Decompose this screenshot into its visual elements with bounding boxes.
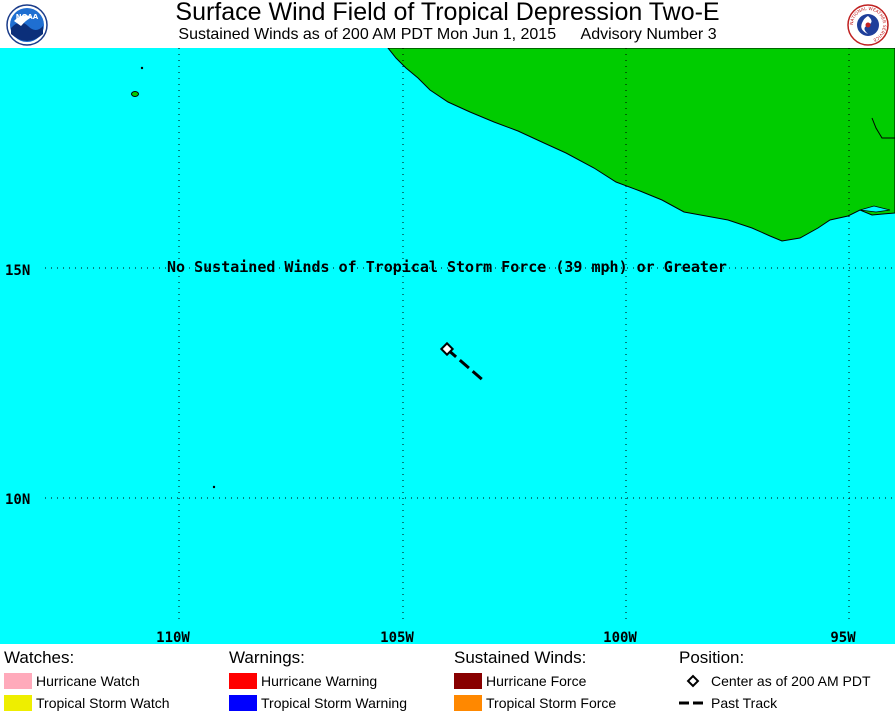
tropical-storm-warning-label: Tropical Storm Warning — [261, 695, 408, 711]
hurricane-watch-swatch — [4, 673, 32, 689]
legend-winds-heading: Sustained Winds: — [454, 648, 587, 667]
no-winds-message: No Sustained Winds of Tropical Storm For… — [167, 258, 727, 276]
tropical-storm-warning-swatch — [229, 695, 257, 711]
tropical-storm-force-label: Tropical Storm Force — [486, 695, 617, 711]
diamond-icon — [686, 674, 700, 688]
noaa-logo-icon: NOAA — [6, 4, 48, 46]
legend-item-hurricane-watch: Hurricane Watch — [4, 670, 170, 692]
island-revillagigedo — [131, 91, 139, 97]
legend-warnings: Warnings: Hurricane Warning Tropical Sto… — [229, 648, 407, 714]
mexico-land — [387, 48, 895, 242]
legend-winds: Sustained Winds: Hurricane Force Tropica… — [454, 648, 616, 714]
legend-watches: Watches: Hurricane Watch Tropical Storm … — [4, 648, 170, 714]
lat-label-10n: 10N — [5, 492, 30, 508]
mexico-coast-inlet — [859, 205, 891, 213]
storm-center-icon — [439, 341, 455, 357]
subtitle-advisory: Advisory Number 3 — [580, 26, 717, 43]
legend-position-heading: Position: — [679, 648, 745, 667]
hurricane-watch-label: Hurricane Watch — [36, 673, 140, 689]
past-track-label: Past Track — [711, 695, 778, 711]
legend-position: Position: Center as of 200 AM PDT Past T… — [679, 648, 871, 714]
legend-item-hurricane-warning: Hurricane Warning — [229, 670, 407, 692]
nws-logo-icon: NATIONAL WEATHER SERVICE — [847, 4, 889, 46]
past-track — [446, 347, 486, 384]
mexico-coast-east — [871, 117, 895, 139]
tropical-storm-watch-swatch — [4, 695, 32, 711]
hurricane-warning-swatch — [229, 673, 257, 689]
legend-warnings-heading: Warnings: — [229, 648, 305, 667]
legend-item-tropical-storm-watch: Tropical Storm Watch — [4, 692, 170, 714]
page-title: Surface Wind Field of Tropical Depressio… — [175, 0, 720, 26]
legend-item-past-track: Past Track — [679, 692, 871, 714]
lon-label-105w: 105W — [380, 630, 414, 644]
center-label: Center as of 200 AM PDT — [711, 673, 871, 689]
dashed-line-icon — [679, 701, 707, 705]
lon-label-110w: 110W — [156, 630, 190, 644]
island-clipperton — [212, 485, 216, 489]
map-legend: Watches: Hurricane Watch Tropical Storm … — [0, 645, 895, 716]
tropical-storm-force-swatch — [454, 695, 482, 711]
hurricane-force-label: Hurricane Force — [486, 673, 587, 689]
lat-label-15n: 15N — [5, 263, 30, 279]
island-small-north — [140, 66, 144, 70]
legend-item-tropical-storm-force: Tropical Storm Force — [454, 692, 616, 714]
map-header: NOAA Surface Wind Field of Tropical Depr… — [0, 0, 895, 48]
graticule — [45, 48, 895, 620]
legend-watches-heading: Watches: — [4, 648, 75, 667]
wind-field-map: 15N 10N 110W 105W 100W 95W No Sustained … — [0, 48, 895, 644]
subtitle-time: Sustained Winds as of 200 AM PDT Mon Jun… — [178, 26, 557, 43]
legend-item-hurricane-force: Hurricane Force — [454, 670, 616, 692]
tropical-storm-watch-label: Tropical Storm Watch — [36, 695, 170, 711]
noaa-logo-text: NOAA — [16, 13, 39, 21]
lon-label-95w: 95W — [830, 630, 856, 644]
hurricane-warning-label: Hurricane Warning — [261, 673, 378, 689]
page-subtitle: Sustained Winds as of 200 AM PDT Mon Jun… — [0, 26, 895, 44]
legend-item-center: Center as of 200 AM PDT — [679, 670, 871, 692]
legend-item-tropical-storm-warning: Tropical Storm Warning — [229, 692, 407, 714]
hurricane-force-swatch — [454, 673, 482, 689]
lon-label-100w: 100W — [603, 630, 637, 644]
